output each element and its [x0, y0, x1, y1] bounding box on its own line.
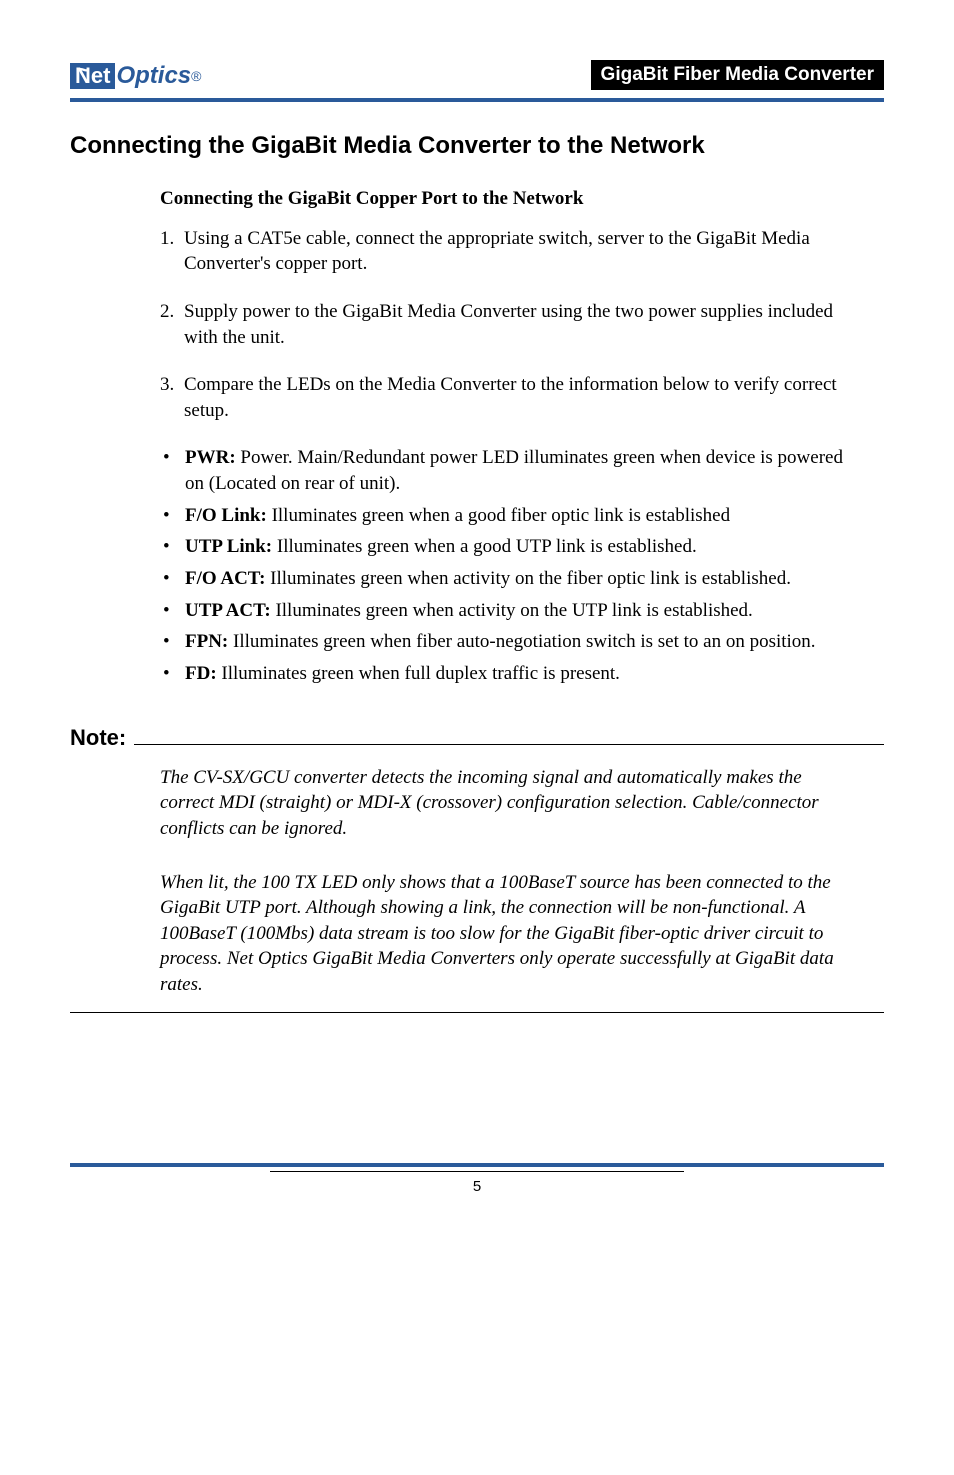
bullet-item: • F/O ACT: Illuminates green when activi… [160, 566, 864, 592]
bullet-bold: F/O ACT: [185, 568, 265, 589]
step-text: Using a CAT5e cable, connect the appropr… [184, 226, 864, 277]
note-end-rule [70, 1012, 884, 1013]
bullet-dot-icon: • [160, 566, 185, 592]
bullet-text: UTP Link: Illuminates green when a good … [185, 534, 697, 560]
bullet-rest: Illuminates green when full duplex traff… [217, 663, 620, 684]
bullet-text: FPN: Illuminates green when fiber auto-n… [185, 629, 816, 655]
bullet-text: PWR: Power. Main/Redundant power LED ill… [185, 445, 864, 496]
bullet-rest: Illuminates green when activity on the f… [265, 568, 791, 589]
bullet-rest: Illuminates green when activity on the U… [271, 600, 753, 621]
bullet-rest: Illuminates green when fiber auto-negoti… [228, 631, 815, 652]
bullet-rest: Illuminates green when a good UTP link i… [272, 536, 697, 557]
step-item: 1. Using a CAT5e cable, connect the appr… [160, 226, 864, 277]
bullet-item: • UTP Link: Illuminates green when a goo… [160, 534, 864, 560]
sub-heading: Connecting the GigaBit Copper Port to th… [160, 186, 864, 212]
bullet-dot-icon: • [160, 598, 185, 624]
bullet-text: UTP ACT: Illuminates green when activity… [185, 598, 753, 624]
bullet-rest: Illuminates green when a good fiber opti… [267, 505, 730, 526]
bullet-bold: UTP Link: [185, 536, 272, 557]
footer-thin-rule [270, 1171, 684, 1172]
logo-net-box: ~ Net [70, 63, 115, 89]
step-number: 2. [160, 299, 184, 350]
section-title: Connecting the GigaBit Media Converter t… [70, 132, 884, 160]
footer-blue-rule [70, 1163, 884, 1167]
note-underline [134, 743, 884, 745]
bullet-rest: Power. Main/Redundant power LED illumina… [185, 447, 843, 494]
page-number: 5 [70, 1178, 884, 1195]
note-paragraph-1: The CV-SX/GCU converter detects the inco… [160, 765, 844, 842]
bullet-item: • PWR: Power. Main/Redundant power LED i… [160, 445, 864, 496]
bullet-bold: FD: [185, 663, 217, 684]
logo-tilde-icon: ~ [77, 59, 90, 81]
bullet-dot-icon: • [160, 661, 185, 687]
step-text: Supply power to the GigaBit Media Conver… [184, 299, 864, 350]
bullet-dot-icon: • [160, 534, 185, 560]
step-item: 2. Supply power to the GigaBit Media Con… [160, 299, 864, 350]
bullet-text: F/O ACT: Illuminates green when activity… [185, 566, 791, 592]
header-divider [70, 98, 884, 102]
step-item: 3. Compare the LEDs on the Media Convert… [160, 372, 864, 423]
bullet-bold: FPN: [185, 631, 228, 652]
step-number: 1. [160, 226, 184, 277]
product-title-banner: GigaBit Fiber Media Converter [591, 60, 884, 90]
bullet-item: • F/O Link: Illuminates green when a goo… [160, 503, 864, 529]
page-header: ~ Net Optics ® GigaBit Fiber Media Conve… [70, 60, 884, 90]
bullet-text: FD: Illuminates green when full duplex t… [185, 661, 620, 687]
bullet-dot-icon: • [160, 445, 185, 496]
bullet-dot-icon: • [160, 629, 185, 655]
note-body: The CV-SX/GCU converter detects the inco… [160, 765, 844, 998]
section-body: Connecting the GigaBit Copper Port to th… [160, 186, 864, 687]
bullet-bold: PWR: [185, 447, 236, 468]
bullet-dot-icon: • [160, 503, 185, 529]
step-text: Compare the LEDs on the Media Converter … [184, 372, 864, 423]
bullet-bold: F/O Link: [185, 505, 267, 526]
bullet-item: • FD: Illuminates green when full duplex… [160, 661, 864, 687]
brand-logo: ~ Net Optics ® [70, 62, 201, 90]
bullet-item: • UTP ACT: Illuminates green when activi… [160, 598, 864, 624]
note-heading-row: Note: [70, 725, 884, 751]
bullet-text: F/O Link: Illuminates green when a good … [185, 503, 730, 529]
step-number: 3. [160, 372, 184, 423]
note-paragraph-2: When lit, the 100 TX LED only shows that… [160, 870, 844, 998]
bullet-bold: UTP ACT: [185, 600, 271, 621]
logo-optics-text: Optics [116, 62, 191, 90]
note-label: Note: [70, 725, 126, 751]
bullet-item: • FPN: Illuminates green when fiber auto… [160, 629, 864, 655]
logo-registered-mark: ® [191, 68, 201, 84]
